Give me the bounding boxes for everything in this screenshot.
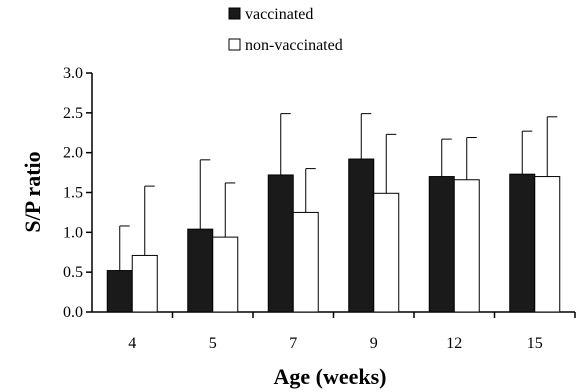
y-tick-label: 2.0	[63, 145, 83, 162]
bar-non-vaccinated-5	[212, 236, 239, 313]
y-tick-label: 1.0	[63, 224, 83, 241]
x-tick-label: 9	[370, 335, 378, 352]
bar-vaccinated-12	[428, 176, 455, 313]
bar-non-vaccinated-7	[292, 211, 319, 313]
x-tick-label: 5	[209, 335, 217, 352]
bar-vaccinated-7	[267, 174, 294, 313]
y-tick-label: 1.5	[63, 185, 83, 202]
bar-vaccinated-4	[106, 270, 133, 313]
x-tick-label: 4	[128, 335, 136, 352]
legend-label-non-vaccinated: non-vaccinated	[245, 37, 343, 54]
x-axis-title: Age (weeks)	[273, 364, 386, 389]
bar-non-vaccinated-15	[534, 176, 561, 313]
y-tick-label: 3.0	[63, 65, 83, 82]
x-tick-label: 15	[527, 335, 543, 352]
y-axis-title: S/P ratio	[20, 151, 45, 232]
y-tick-label: 0.5	[63, 264, 83, 281]
bar-non-vaccinated-12	[453, 179, 480, 313]
legend-label-vaccinated: vaccinated	[245, 6, 313, 23]
plot-area: 0.0 0.5 1.0 1.5 2.0 2.5 3.0 4 5 7 9 12 15	[63, 65, 576, 352]
x-tick-label: 12	[446, 335, 462, 352]
bar-non-vaccinated-4	[131, 254, 158, 313]
y-tick-label: 2.5	[63, 105, 83, 122]
legend: vaccinated non-vaccinated	[228, 6, 343, 54]
bar-vaccinated-9	[348, 158, 375, 313]
x-tick-label: 7	[289, 335, 297, 352]
bar-non-vaccinated-9	[373, 192, 400, 313]
bar-vaccinated-5	[187, 228, 214, 313]
legend-swatch-non-vaccinated	[228, 38, 241, 51]
bar-vaccinated-15	[509, 173, 536, 313]
legend-swatch-vaccinated	[228, 7, 241, 20]
y-tick-label: 0.0	[63, 304, 83, 321]
